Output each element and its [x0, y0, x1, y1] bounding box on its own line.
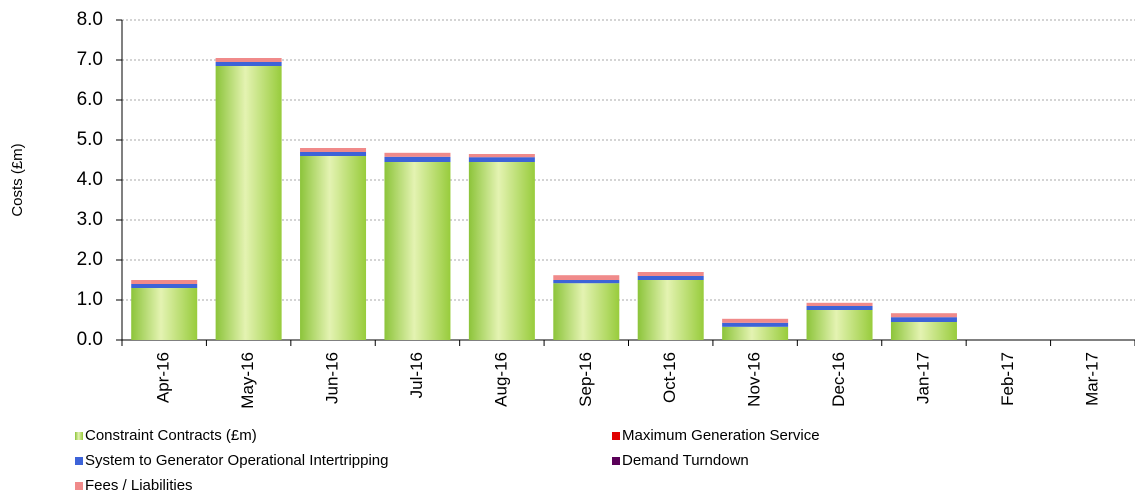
bar-segment [806, 306, 873, 310]
y-tick-label: 2.0 [77, 249, 103, 270]
y-tick-label: 8.0 [77, 9, 103, 30]
bar-segment [637, 272, 704, 276]
x-tick-label: Jan-17 [913, 352, 932, 404]
x-tick-label: Apr-16 [154, 352, 173, 403]
bar-segment [468, 162, 535, 340]
x-tick-label: Oct-16 [660, 352, 679, 403]
y-tick-label: 6.0 [77, 89, 103, 110]
y-tick-label: 7.0 [77, 49, 103, 70]
bar-segment [637, 276, 704, 280]
bar-segment [300, 156, 367, 340]
x-tick-label: Jun-16 [323, 352, 342, 404]
bar-segment [215, 62, 282, 66]
legend-label: Demand Turndown [622, 452, 749, 469]
x-tick-label: Dec-16 [829, 352, 848, 407]
legend-swatch [612, 432, 620, 440]
bar-segment [890, 317, 957, 322]
legend-label: Fees / Liabilities [85, 477, 193, 494]
bar-segment [300, 148, 367, 152]
x-tick-label: Mar-17 [1082, 352, 1101, 406]
bar-segment [131, 280, 198, 284]
x-tick-label: Aug-16 [491, 352, 510, 407]
legend-swatch [75, 457, 83, 465]
legend-swatch [612, 457, 620, 465]
bar-segment [468, 154, 535, 158]
legend-label: System to Generator Operational Intertri… [85, 452, 389, 469]
legend-swatch [75, 482, 83, 490]
bar-segment [806, 302, 873, 306]
y-tick-label: 5.0 [77, 129, 103, 150]
bar-segment [215, 66, 282, 340]
bar-segment [637, 280, 704, 340]
y-tick-label: 0.0 [77, 329, 103, 350]
y-tick-label: 4.0 [77, 169, 103, 190]
y-tick-label: 1.0 [77, 289, 103, 310]
bar-segment [722, 322, 789, 327]
y-tick-label: 3.0 [77, 209, 103, 230]
bar-segment [384, 156, 451, 162]
x-tick-label: Nov-16 [745, 352, 764, 407]
bar-segment [553, 283, 620, 340]
legend-label: Maximum Generation Service [622, 427, 820, 444]
x-tick-label: Jul-16 [407, 352, 426, 398]
x-tick-label: Sep-16 [576, 352, 595, 407]
x-tick-label: Feb-17 [998, 352, 1017, 406]
bar-segment [384, 152, 451, 157]
bar-segment [300, 152, 367, 156]
bar-segment [131, 284, 198, 288]
bar-segment [384, 162, 451, 340]
bar-segment [890, 322, 957, 340]
bar-segment [890, 313, 957, 318]
bar-segment [722, 326, 789, 340]
legend-swatch [75, 432, 83, 440]
bar-segment [468, 157, 535, 162]
bar-segment [553, 280, 620, 284]
bar-segment [131, 288, 198, 340]
x-tick-label: May-16 [238, 352, 257, 409]
bar-segment [722, 318, 789, 323]
legend-label: Constraint Contracts (£m) [85, 427, 257, 444]
bar-segment [553, 275, 620, 280]
y-axis-label: Costs (£m) [9, 143, 26, 216]
bar-segment [215, 58, 282, 62]
bar-segment [806, 310, 873, 340]
